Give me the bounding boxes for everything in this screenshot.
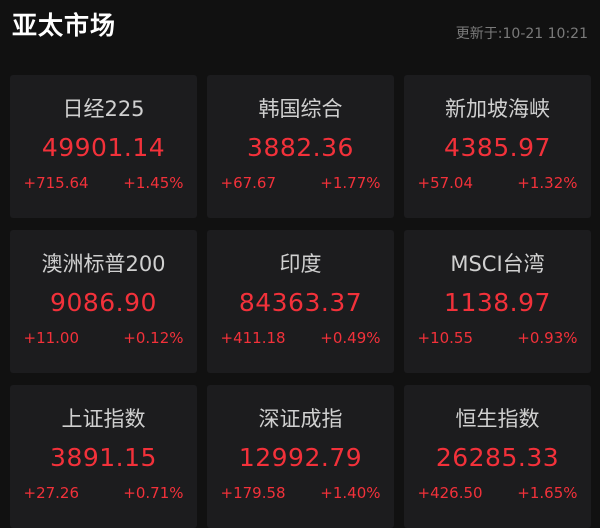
index-change: +27.26 — [23, 484, 80, 502]
index-name: 澳洲标普200 — [41, 252, 166, 276]
index-change: +426.50 — [417, 484, 483, 502]
index-change-percent: +0.49% — [320, 329, 381, 347]
index-name: 日经225 — [62, 97, 145, 121]
index-price: 84363.37 — [238, 288, 363, 317]
index-change-percent: +0.12% — [123, 329, 184, 347]
index-card[interactable]: 新加坡海峡 4385.97 +57.04 +1.32% — [404, 75, 591, 218]
index-card[interactable]: MSCI台湾 1138.97 +10.55 +0.93% — [404, 230, 591, 373]
index-changes: +10.55 +0.93% — [418, 329, 578, 347]
index-price: 12992.79 — [238, 443, 363, 472]
update-time: 更新于:10-21 10:21 — [455, 26, 588, 42]
index-card[interactable]: 日经225 49901.14 +715.64 +1.45% — [10, 75, 197, 218]
index-change: +411.18 — [220, 329, 286, 347]
index-changes: +426.50 +1.65% — [418, 484, 578, 502]
index-name: 恒生指数 — [455, 407, 540, 431]
index-card[interactable]: 上证指数 3891.15 +27.26 +0.71% — [10, 385, 197, 528]
index-change-percent: +1.77% — [320, 174, 381, 192]
index-changes: +411.18 +0.49% — [221, 329, 381, 347]
index-price: 9086.90 — [50, 288, 157, 317]
index-changes: +57.04 +1.32% — [418, 174, 578, 192]
index-change: +179.58 — [220, 484, 286, 502]
index-card[interactable]: 韩国综合 3882.36 +67.67 +1.77% — [207, 75, 394, 218]
index-changes: +179.58 +1.40% — [221, 484, 381, 502]
index-change: +715.64 — [23, 174, 89, 192]
index-changes: +67.67 +1.77% — [221, 174, 381, 192]
index-card[interactable]: 深证成指 12992.79 +179.58 +1.40% — [207, 385, 394, 528]
index-changes: +715.64 +1.45% — [24, 174, 184, 192]
index-card[interactable]: 印度 84363.37 +411.18 +0.49% — [207, 230, 394, 373]
index-changes: +11.00 +0.12% — [24, 329, 184, 347]
index-card[interactable]: 恒生指数 26285.33 +426.50 +1.65% — [404, 385, 591, 528]
index-name: MSCI台湾 — [450, 252, 545, 276]
index-name: 上证指数 — [61, 407, 146, 431]
index-change-percent: +1.32% — [517, 174, 578, 192]
index-name: 新加坡海峡 — [445, 97, 550, 121]
index-price: 1138.97 — [444, 288, 551, 317]
index-change-percent: +1.45% — [123, 174, 184, 192]
index-price: 26285.33 — [435, 443, 560, 472]
index-card[interactable]: 澳洲标普200 9086.90 +11.00 +0.12% — [10, 230, 197, 373]
index-price: 4385.97 — [444, 133, 551, 162]
index-price: 3891.15 — [50, 443, 157, 472]
index-change-percent: +1.40% — [320, 484, 381, 502]
index-changes: +27.26 +0.71% — [24, 484, 184, 502]
index-name: 深证成指 — [258, 407, 343, 431]
index-grid: 日经225 49901.14 +715.64 +1.45% 韩国综合 3882.… — [10, 75, 591, 528]
index-price: 3882.36 — [247, 133, 354, 162]
index-price: 49901.14 — [41, 133, 166, 162]
index-change-percent: +1.65% — [517, 484, 578, 502]
index-change: +57.04 — [417, 174, 474, 192]
index-name: 韩国综合 — [258, 97, 343, 121]
index-change: +10.55 — [417, 329, 474, 347]
index-change-percent: +0.93% — [517, 329, 578, 347]
index-change-percent: +0.71% — [123, 484, 184, 502]
index-change: +11.00 — [23, 329, 80, 347]
index-change: +67.67 — [220, 174, 277, 192]
page-title: 亚太市场 — [12, 11, 117, 40]
index-name: 印度 — [279, 252, 322, 276]
